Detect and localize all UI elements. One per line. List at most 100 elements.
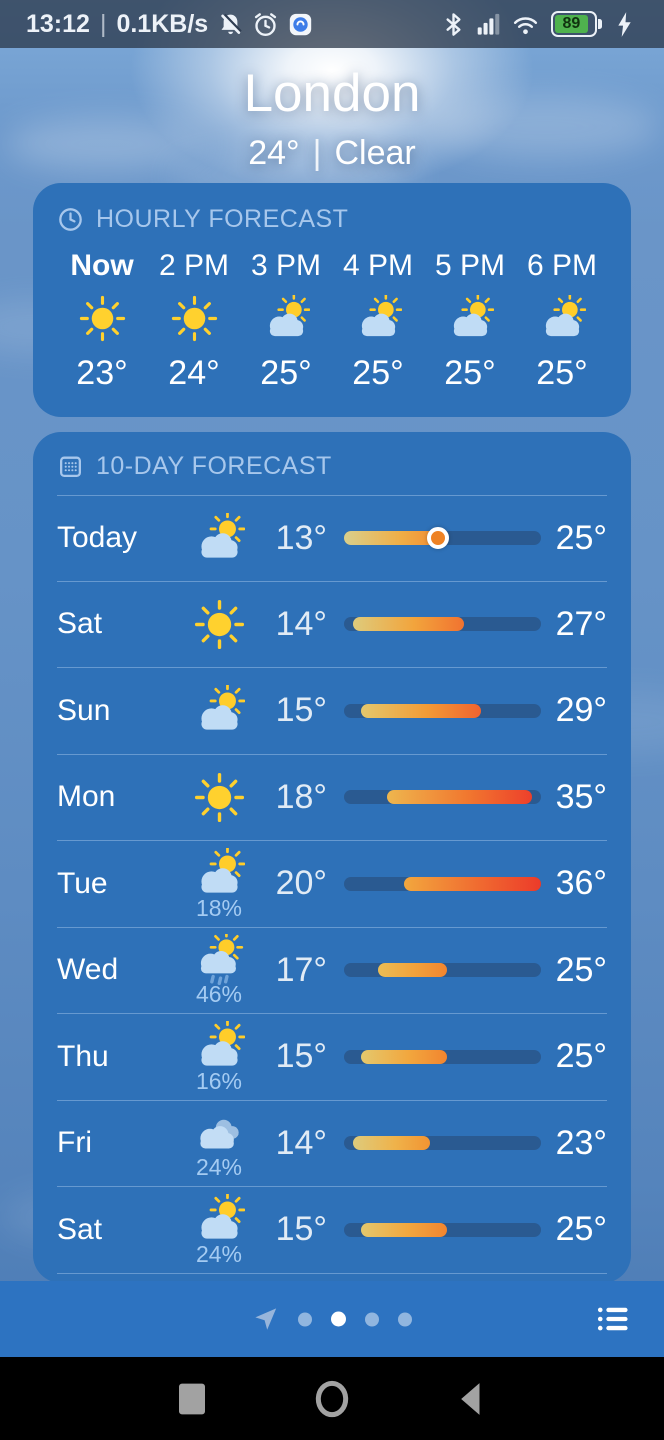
hourly-time-label: 2 PM — [158, 249, 230, 282]
temp-range-bar — [344, 876, 541, 891]
daily-forecast-row[interactable]: Fri 24% 14° 23° — [57, 1101, 607, 1187]
precipitation-label: 24% — [195, 1240, 243, 1267]
sunny-icon — [194, 599, 245, 650]
day-icon-cell: 18% — [175, 845, 263, 920]
daily-forecast-row[interactable]: Mon 18° 35° — [57, 755, 607, 841]
high-temp-label: 25° — [555, 518, 607, 557]
day-icon-cell: 16% — [175, 1018, 263, 1094]
hourly-time-label: 3 PM — [250, 249, 322, 282]
daily-forecast-row[interactable]: Today 13° 25° — [57, 495, 607, 582]
alarm-icon — [252, 11, 279, 38]
page-dot-3 — [365, 1312, 379, 1326]
low-temp-label: 15° — [275, 1210, 327, 1249]
partly-cloudy-icon — [194, 1191, 245, 1245]
location-header: London 24° | Clear — [0, 62, 664, 174]
temp-range-bar — [344, 1136, 541, 1151]
day-label: Today — [57, 521, 138, 555]
high-temp-label: 25° — [555, 950, 607, 989]
temp-range-fill — [403, 876, 541, 891]
app-icon — [287, 11, 314, 38]
page-dot-4 — [398, 1312, 412, 1326]
signal-icon — [476, 11, 503, 38]
bell-muted-icon — [217, 11, 244, 38]
daily-rows: Today 13° 25° Sat 14° 27° Sun 15 — [57, 495, 607, 1274]
precipitation-label: 24% — [195, 1154, 243, 1181]
ten-day-forecast-title: 10-DAY FORECAST — [96, 452, 332, 480]
low-temp-label: 20° — [275, 864, 327, 903]
low-temp-label: 14° — [275, 1123, 327, 1162]
day-icon-cell: 24% — [175, 1107, 263, 1179]
city-list-button[interactable] — [596, 1304, 630, 1334]
high-temp-label: 29° — [555, 691, 607, 730]
hourly-forecast-card: HOURLY FORECAST Now 23° 2 PM 24° 3 PM 25… — [33, 183, 631, 417]
wifi-icon — [512, 11, 539, 38]
day-icon-cell: 24% — [175, 1191, 263, 1267]
daily-forecast-row[interactable]: Sun 15° 29° — [57, 668, 607, 755]
temp-range-bar — [344, 963, 541, 978]
page-indicator-bar — [0, 1281, 664, 1357]
high-temp-label: 25° — [555, 1210, 607, 1249]
hourly-time-label: Now — [70, 249, 134, 282]
low-temp-label: 13° — [275, 518, 327, 557]
hourly-time-label: 6 PM — [526, 249, 598, 282]
home-button[interactable] — [312, 1377, 352, 1421]
hourly-temp-label: 23° — [76, 354, 128, 392]
low-temp-label: 15° — [275, 1037, 327, 1076]
day-icon-cell — [175, 772, 263, 823]
status-separator: | — [99, 9, 107, 38]
temp-range-bar — [344, 1049, 541, 1064]
sunny-icon — [194, 772, 245, 823]
hourly-time-label: 4 PM — [342, 249, 414, 282]
location-arrow-icon — [252, 1306, 279, 1333]
precipitation-label: 16% — [195, 1067, 243, 1094]
low-temp-label: 15° — [275, 691, 327, 730]
daily-forecast-row[interactable]: Sat 14° 27° — [57, 582, 607, 668]
hourly-item: 3 PM 25° — [241, 250, 331, 393]
current-conditions: 24° | Clear — [0, 132, 664, 174]
partly-cloudy-icon — [355, 293, 402, 342]
temp-range-bar — [344, 527, 541, 550]
daily-forecast-row[interactable]: Tue 18% 20° 36° — [57, 841, 607, 928]
android-navigation-bar — [0, 1357, 664, 1440]
low-temp-label: 17° — [275, 950, 327, 989]
daily-forecast-row[interactable]: Wed 46% 17° 25° — [57, 928, 607, 1014]
hourly-forecast-title: HOURLY FORECAST — [96, 205, 349, 233]
battery-body: 89 — [550, 11, 597, 37]
day-label: Thu — [57, 1039, 109, 1073]
daily-forecast-row[interactable]: Sat 24% 15° 25° — [57, 1187, 607, 1274]
day-label: Sat — [57, 1212, 103, 1246]
daily-forecast-row[interactable]: Thu 16% 15° 25° — [57, 1014, 607, 1101]
back-button[interactable] — [452, 1377, 492, 1421]
conditions-separator: | — [312, 134, 322, 172]
partly-cloudy-icon — [194, 845, 245, 899]
day-label: Sat — [57, 607, 103, 641]
city-title: London — [243, 64, 421, 123]
hourly-item: 4 PM 25° — [333, 250, 423, 393]
bluetooth-icon — [440, 11, 467, 38]
partly-cloudy-icon — [263, 293, 310, 342]
hourly-temp-label: 25° — [260, 354, 312, 392]
battery-nub — [598, 19, 602, 29]
hourly-strip[interactable]: Now 23° 2 PM 24° 3 PM 25° 4 PM 25° 5 PM … — [57, 250, 607, 393]
hourly-forecast-header: HOURLY FORECAST — [57, 205, 607, 234]
sunny-icon — [171, 295, 218, 342]
page-dot-1 — [298, 1312, 312, 1326]
battery-percent: 89 — [562, 15, 581, 32]
high-temp-label: 23° — [555, 1123, 607, 1162]
temp-range-bar — [344, 703, 541, 718]
partly-cloudy-icon — [447, 293, 494, 342]
calendar-icon — [57, 453, 84, 480]
ten-day-forecast-card: 10-DAY FORECAST Today 13° 25° Sat 14° 27… — [33, 432, 631, 1283]
high-temp-label: 25° — [555, 1037, 607, 1076]
status-right-icons — [440, 11, 539, 38]
temp-range-fill — [344, 531, 447, 546]
day-icon-cell: 46% — [175, 930, 263, 1006]
sunny-icon — [79, 295, 126, 342]
temp-range-fill — [378, 963, 447, 978]
recents-button[interactable] — [172, 1377, 212, 1421]
clock-time: 13:12 — [26, 9, 90, 38]
partly-cloudy-icon — [539, 293, 586, 342]
status-bar: 13:12 | 0.1KB/s 89 — [0, 0, 664, 48]
hourly-temp-label: 25° — [444, 354, 496, 392]
